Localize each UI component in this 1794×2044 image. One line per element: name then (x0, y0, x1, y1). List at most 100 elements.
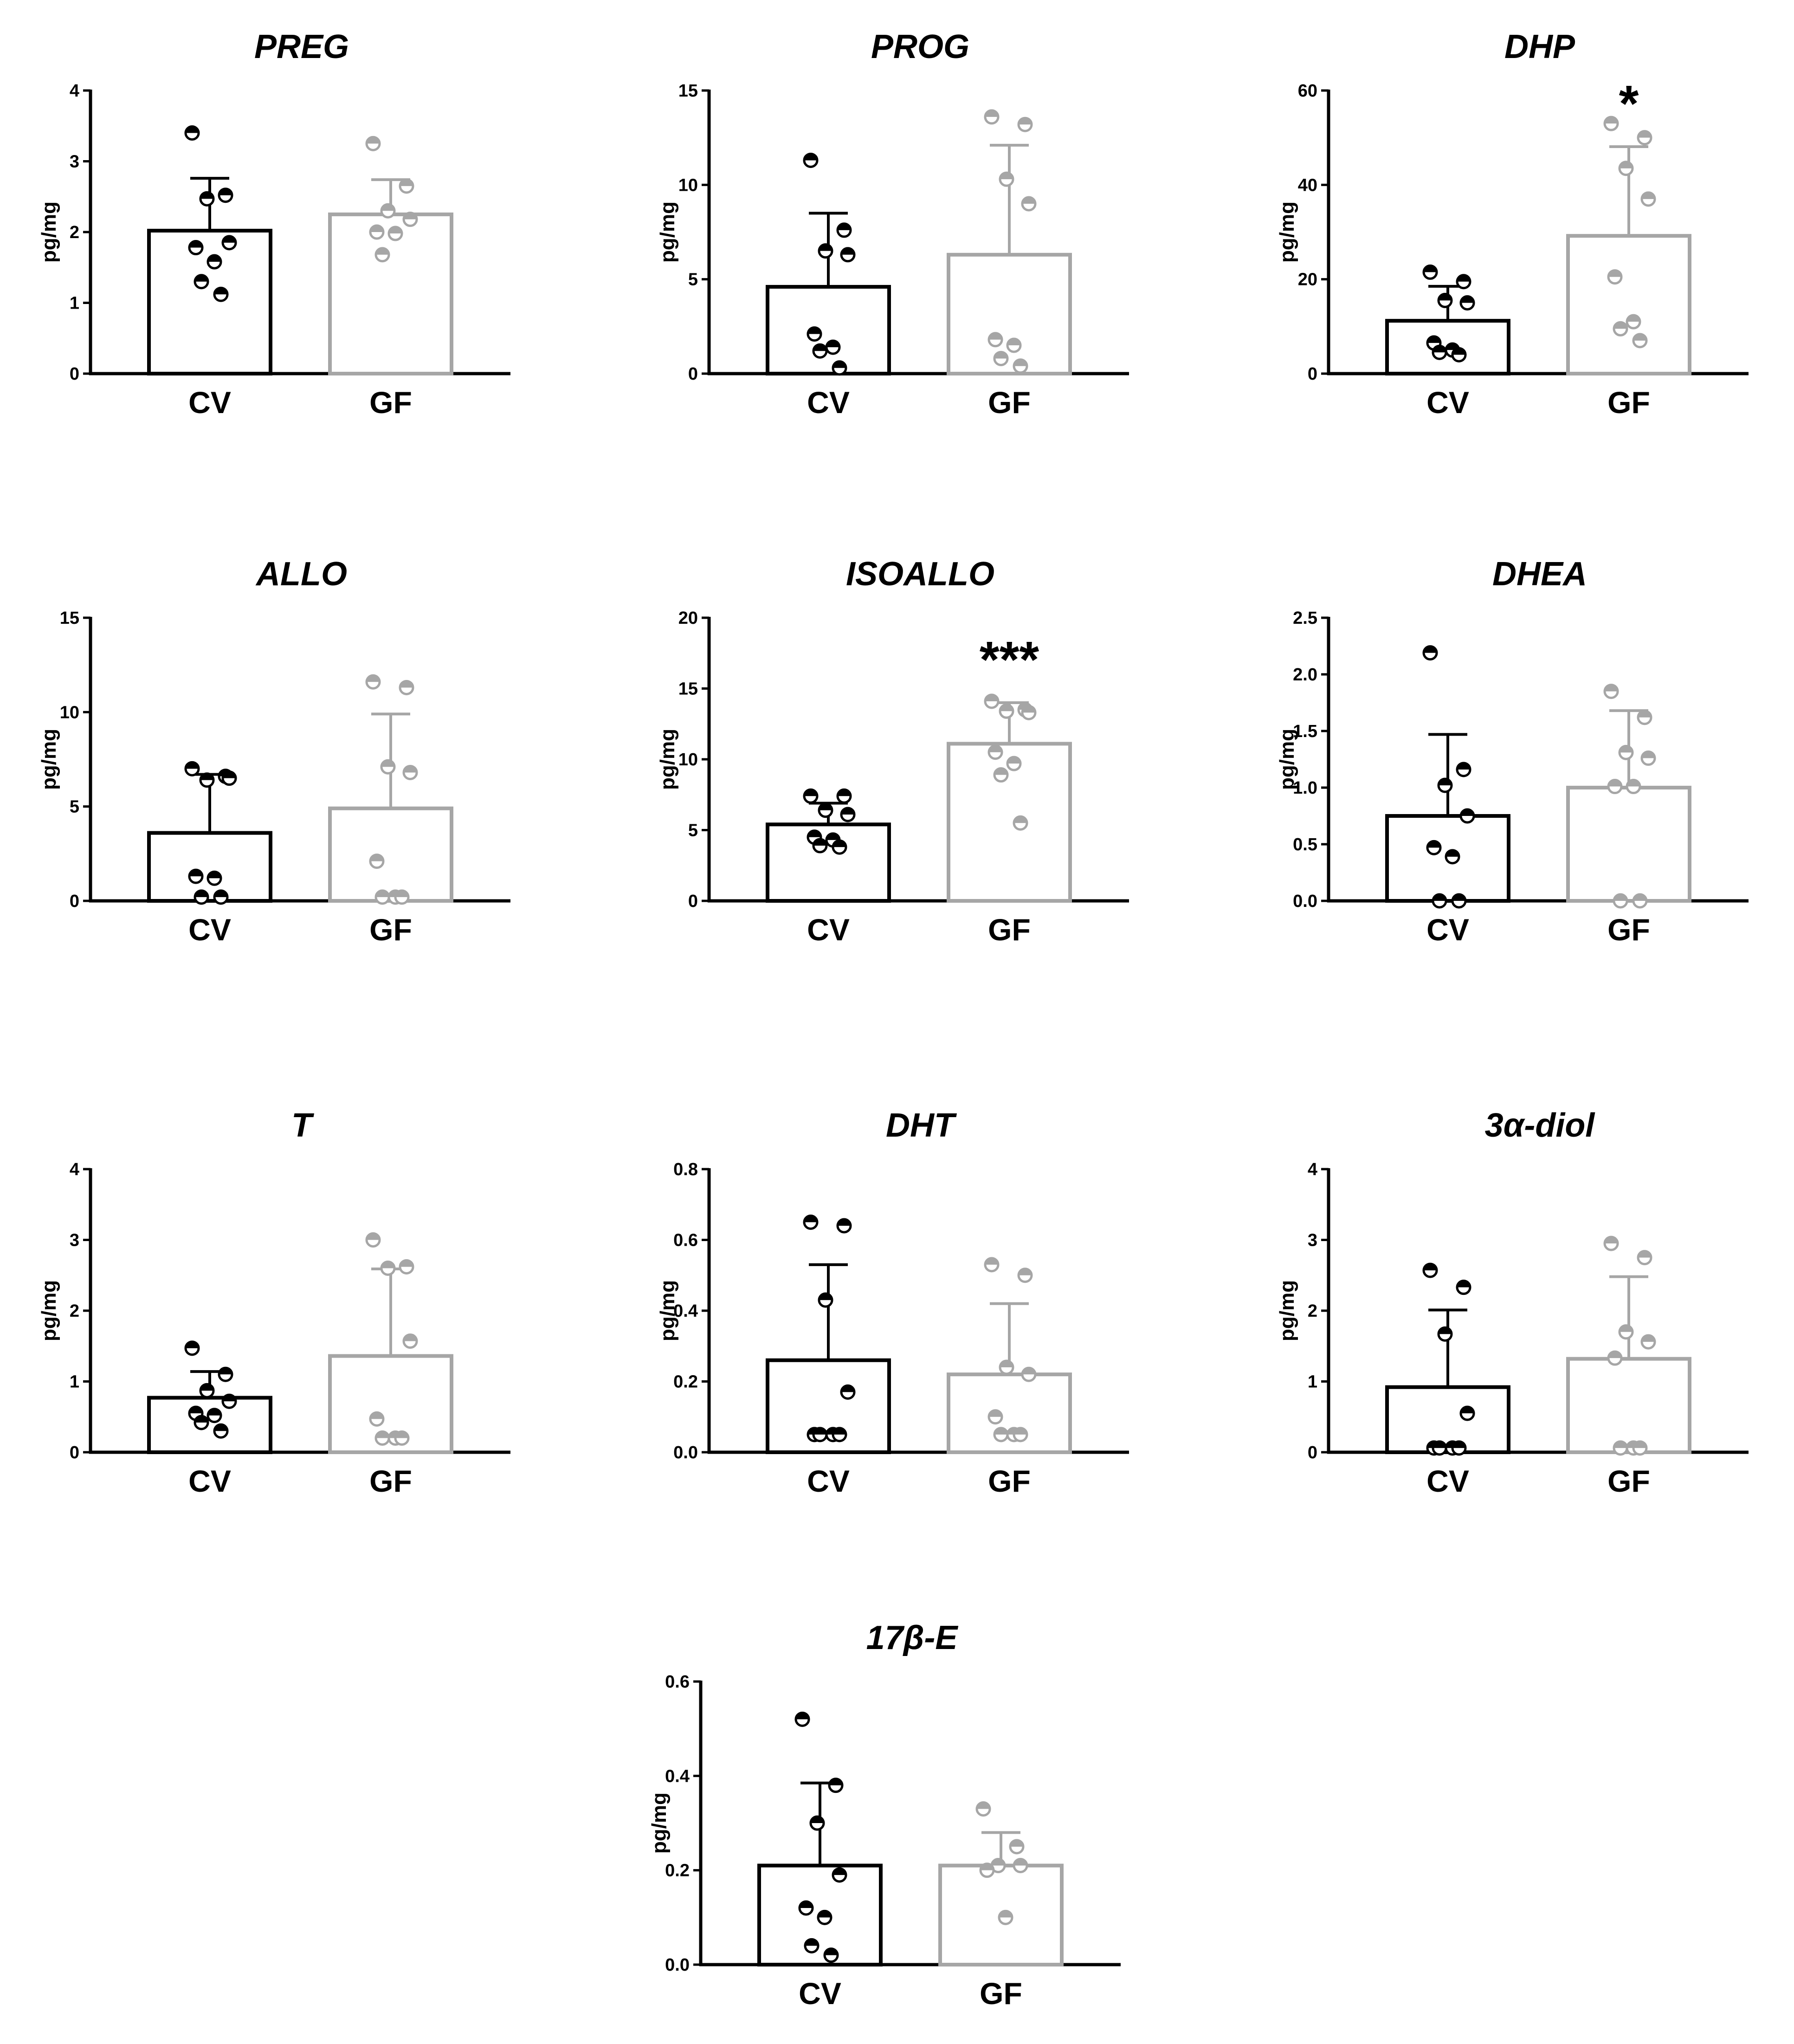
bar-gf (1566, 786, 1691, 903)
data-point-cv (221, 770, 237, 786)
data-point-cv (1451, 1440, 1467, 1456)
data-point-cv (218, 1366, 233, 1382)
y-tick-label: 0 (70, 1443, 79, 1462)
point-fill (208, 1409, 221, 1416)
y-tick-label: 3 (70, 1231, 79, 1250)
point-fill (200, 1384, 214, 1391)
data-point-gf (993, 1427, 1009, 1442)
y-tick-label: 0 (1308, 364, 1317, 384)
bar-gf (1566, 1357, 1691, 1455)
y-tick-label: 0.0 (665, 1955, 690, 1975)
y-tick-label: 1.5 (1293, 722, 1317, 741)
point-fill (1633, 334, 1646, 341)
point-fill (404, 1334, 417, 1341)
point-fill (1433, 346, 1446, 353)
bar-cv (147, 228, 272, 375)
data-point-cv (1456, 274, 1471, 290)
data-point-gf (380, 1261, 396, 1276)
y-axis-label: pg/mg (38, 1280, 60, 1341)
y-tick-label: 0.5 (1293, 835, 1317, 854)
point-fill (1461, 809, 1474, 816)
data-point-cv (221, 1393, 237, 1409)
data-point-gf (1017, 1268, 1033, 1283)
point-fill (189, 870, 202, 877)
point-fill (804, 154, 817, 161)
x-label-cv: CV (188, 1464, 231, 1498)
data-point-cv (825, 339, 841, 355)
data-point-cv (188, 240, 204, 256)
data-point-gf (1021, 196, 1037, 212)
data-point-gf (993, 767, 1009, 783)
point-fill (1614, 894, 1627, 901)
y-axis-label: pg/mg (1276, 729, 1298, 790)
point-fill (219, 1368, 232, 1375)
panel-17b-e: 17β-E pg/mg 0.0 0.2 0.4 0.6 CV GF (638, 1610, 1149, 2018)
bar-gf (947, 252, 1072, 375)
data-point-cv (823, 1947, 839, 1963)
data-point-cv (832, 839, 847, 855)
y-tick-label: 0.4 (665, 1766, 690, 1786)
bar-cv (147, 831, 272, 903)
data-point-gf (1017, 116, 1033, 132)
point-fill (1427, 336, 1440, 343)
point-fill (811, 1817, 824, 1823)
data-point-gf (1021, 1366, 1037, 1382)
data-point-gf (993, 350, 1009, 366)
data-point-gf (1006, 756, 1022, 771)
point-fill (826, 833, 839, 840)
point-fill (1642, 192, 1655, 199)
y-tick-label: 15 (678, 679, 698, 699)
point-fill (833, 361, 846, 368)
data-point-gf (1618, 161, 1634, 176)
x-label-gf: GF (369, 912, 412, 947)
point-fill (833, 841, 846, 847)
point-fill (400, 1260, 413, 1267)
data-point-gf (984, 109, 1000, 125)
y-tick-label: 2.0 (1293, 665, 1317, 685)
data-point-cv (1422, 1262, 1438, 1278)
data-point-cv (221, 235, 237, 251)
y-tick-label: 0.6 (673, 1231, 698, 1250)
data-point-gf (399, 679, 414, 695)
data-point-gf (1603, 116, 1619, 131)
point-fill (1638, 711, 1651, 718)
chart-svg: PROG pg/mg 0 5 10 15 CV GF (656, 28, 1129, 420)
point-fill (389, 227, 402, 234)
data-point-gf (1632, 1440, 1648, 1456)
point-fill (981, 1863, 994, 1870)
point-fill (1014, 359, 1027, 366)
point-fill (1427, 841, 1440, 848)
point-fill (223, 1395, 236, 1402)
data-point-gf (1632, 893, 1648, 909)
point-fill (1014, 816, 1027, 823)
point-fill (376, 248, 389, 255)
data-point-gf (1640, 750, 1656, 766)
data-point-cv (1451, 893, 1467, 909)
y-axis-label: pg/mg (1276, 1280, 1298, 1341)
point-fill (195, 275, 208, 282)
data-point-gf (402, 212, 418, 227)
y-axis-label: pg/mg (1276, 201, 1298, 263)
y-tick-label: 0 (688, 892, 698, 911)
point-fill (841, 808, 854, 815)
point-fill (1000, 173, 1013, 180)
data-point-gf (365, 674, 381, 690)
point-fill (1019, 118, 1032, 125)
point-fill (1461, 296, 1474, 303)
x-label-cv: CV (807, 912, 850, 947)
point-fill (1614, 322, 1627, 329)
bar-gf (328, 806, 453, 903)
data-point-gf (1640, 191, 1656, 207)
data-point-gf (1013, 815, 1028, 831)
point-fill (195, 890, 208, 897)
point-fill (818, 1911, 831, 1918)
x-label-gf: GF (1607, 385, 1650, 420)
data-point-cv (832, 1867, 847, 1883)
data-point-cv (809, 1815, 825, 1831)
data-point-gf (365, 1232, 381, 1248)
y-axis-label: pg/mg (38, 201, 60, 263)
point-fill (819, 1294, 832, 1300)
point-fill (395, 1431, 408, 1438)
point-fill (1457, 275, 1470, 282)
